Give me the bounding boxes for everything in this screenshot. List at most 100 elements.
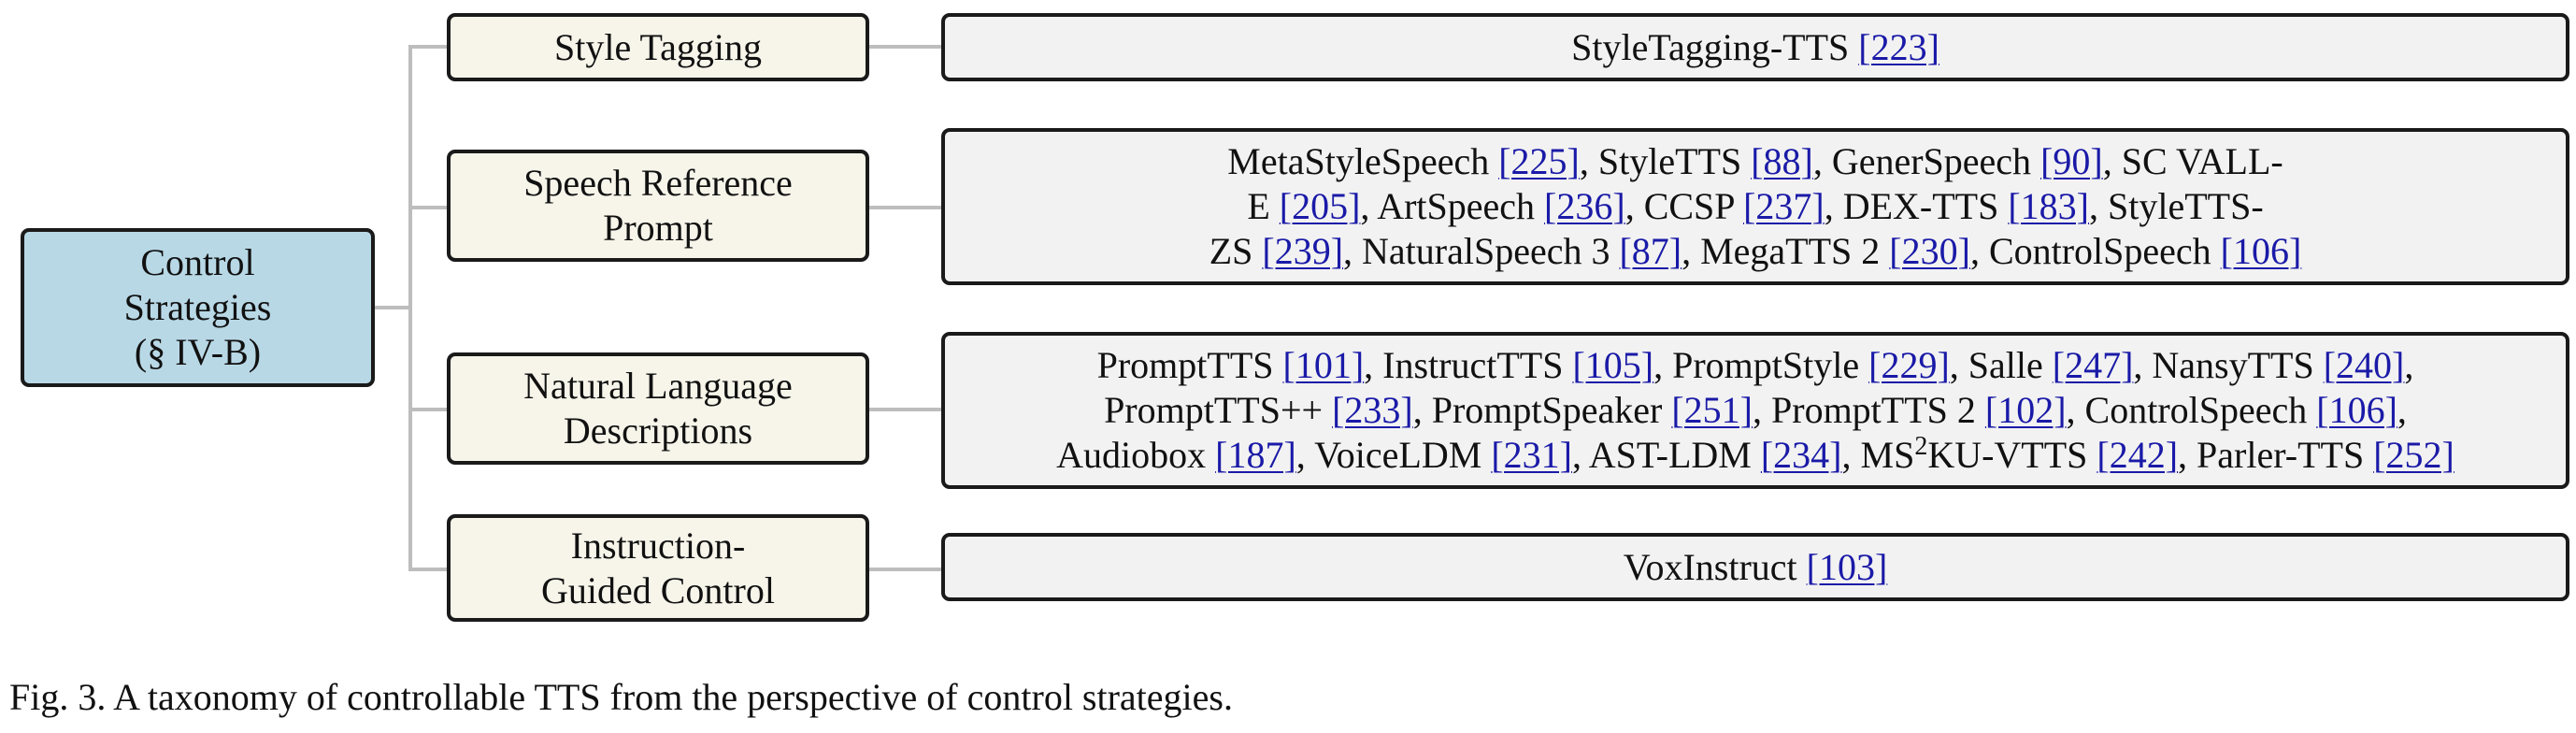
- method-name-text: , VoiceLDM: [1295, 434, 1492, 476]
- method-name-text: , Parler-TTS: [2178, 434, 2374, 476]
- citation-link[interactable]: [242]: [2097, 434, 2179, 476]
- trunk-line: [408, 45, 412, 570]
- method-name-text: , SC VALL-: [2102, 140, 2283, 182]
- method-name-text: , CCSP: [1624, 185, 1744, 227]
- root-label-line: (§ IV-B): [134, 331, 262, 373]
- citation-link[interactable]: [88]: [1751, 140, 1813, 182]
- method-name-text: , ControlSpeech: [1969, 230, 2221, 272]
- method-name-text: ZS: [1209, 230, 1263, 272]
- category-label: Speech Reference: [523, 162, 793, 204]
- category-label: Style Tagging: [553, 25, 762, 68]
- category-node-style-tagging: Style Tagging: [447, 13, 869, 81]
- citation-link[interactable]: [247]: [2052, 344, 2134, 386]
- figure-caption: Fig. 3. A taxonomy of controllable TTS f…: [9, 676, 1233, 718]
- method-name-text: ,: [2397, 389, 2407, 431]
- method-name-text: PromptTTS++: [1104, 389, 1333, 431]
- method-name-text: , StyleTTS: [1579, 140, 1752, 182]
- citation-link[interactable]: [233]: [1332, 389, 1413, 431]
- method-name-text: Audiobox: [1056, 434, 1216, 476]
- category-label: Natural Language: [523, 365, 793, 407]
- method-name-text: , NaturalSpeech 3: [1343, 230, 1620, 272]
- superscript: 2: [1914, 432, 1928, 461]
- leaf-node-natural-language-descriptions: PromptTTS [101], InstructTTS [105], Prom…: [941, 332, 2569, 489]
- citation-link[interactable]: [237]: [1743, 185, 1825, 227]
- leaf-text-line: StyleTagging-TTS [223]: [1571, 25, 1939, 70]
- branch-instruction-guided: [408, 568, 447, 571]
- citation-link[interactable]: [229]: [1868, 344, 1950, 386]
- citation-link[interactable]: [239]: [1262, 230, 1344, 272]
- citation-link[interactable]: [240]: [2323, 344, 2405, 386]
- leaf-text: VoxInstruct [103]: [1624, 545, 1888, 590]
- branch-speech-reference: [408, 206, 447, 209]
- citation-link[interactable]: [90]: [2040, 140, 2103, 182]
- root-label-line: Strategies: [123, 286, 272, 328]
- citation-link[interactable]: [251]: [1671, 389, 1753, 431]
- leaf-text-line: E [205], ArtSpeech [236], CCSP [237], DE…: [1209, 184, 2302, 229]
- method-name-text: , InstructTTS: [1364, 344, 1573, 386]
- citation-link[interactable]: [187]: [1215, 434, 1296, 476]
- citation-link[interactable]: [230]: [1889, 230, 1970, 272]
- method-name-text: , DEX-TTS: [1824, 185, 2009, 227]
- citation-link[interactable]: [106]: [2220, 230, 2302, 272]
- leaf-text-line: ZS [239], NaturalSpeech 3 [87], MegaTTS …: [1209, 229, 2302, 274]
- leaf-text: PromptTTS [101], InstructTTS [105], Prom…: [1056, 343, 2454, 478]
- category-node-speech-reference-prompt: Speech Reference Prompt: [447, 150, 869, 262]
- leaf-text-line: Audiobox [187], VoiceLDM [231], AST-LDM …: [1056, 433, 2454, 478]
- method-name-text: StyleTagging-TTS: [1571, 25, 1859, 68]
- citation-link[interactable]: [103]: [1806, 545, 1888, 588]
- citation-link[interactable]: [106]: [2316, 389, 2397, 431]
- link-style-tagging: [869, 45, 941, 49]
- category-label: Guided Control: [541, 568, 775, 611]
- method-name-text: , Salle: [1949, 344, 2053, 386]
- root-label-line: Control: [140, 241, 255, 283]
- category-label: Descriptions: [563, 410, 753, 452]
- citation-link[interactable]: [101]: [1282, 344, 1365, 386]
- method-name-text: , ArtSpeech: [1360, 185, 1545, 227]
- method-name-text: , ControlSpeech: [2066, 389, 2317, 431]
- method-name-text: , GenerSpeech: [1812, 140, 2041, 182]
- method-name-text: KU-VTTS: [1927, 434, 2097, 476]
- method-name-text: , PromptSpeaker: [1412, 389, 1672, 431]
- link-instruction-guided: [869, 568, 941, 571]
- category-label: Prompt: [603, 207, 713, 249]
- citation-link[interactable]: [105]: [1572, 344, 1654, 386]
- category-label: Instruction-: [570, 524, 746, 567]
- leaf-node-instruction-guided-control: VoxInstruct [103]: [941, 533, 2569, 601]
- citation-link[interactable]: [225]: [1498, 140, 1580, 182]
- branch-natural-language: [408, 408, 447, 411]
- citation-link[interactable]: [236]: [1544, 185, 1625, 227]
- leaf-text-line: MetaStyleSpeech [225], StyleTTS [88], Ge…: [1209, 139, 2302, 184]
- leaf-node-speech-reference-prompt: MetaStyleSpeech [225], StyleTTS [88], Ge…: [941, 128, 2569, 285]
- method-name-text: , PromptStyle: [1653, 344, 1869, 386]
- leaf-text-line: PromptTTS [101], InstructTTS [105], Prom…: [1056, 343, 2454, 388]
- citation-link[interactable]: [102]: [1984, 389, 2067, 431]
- citation-link[interactable]: [183]: [2008, 185, 2089, 227]
- method-name-text: ,: [2404, 344, 2414, 386]
- citation-link[interactable]: [231]: [1491, 434, 1572, 476]
- method-name-text: , PromptTTS 2: [1753, 389, 1985, 431]
- citation-link[interactable]: [252]: [2373, 434, 2454, 476]
- root-node-control-strategies: Control Strategies (§ IV-B): [21, 228, 375, 387]
- link-speech-reference: [869, 206, 941, 209]
- root-connector: [375, 306, 410, 309]
- citation-link[interactable]: [223]: [1858, 25, 1939, 68]
- method-name-text: , MegaTTS 2: [1682, 230, 1890, 272]
- leaf-text: StyleTagging-TTS [223]: [1571, 25, 1939, 70]
- method-name-text: , AST-LDM: [1571, 434, 1761, 476]
- method-name-text: , MS: [1841, 434, 1915, 476]
- leaf-text: MetaStyleSpeech [225], StyleTTS [88], Ge…: [1209, 139, 2302, 274]
- citation-link[interactable]: [87]: [1619, 230, 1682, 272]
- category-node-natural-language-descriptions: Natural Language Descriptions: [447, 352, 869, 465]
- leaf-text-line: PromptTTS++ [233], PromptSpeaker [251], …: [1056, 388, 2454, 433]
- method-name-text: , StyleTTS-: [2088, 185, 2264, 227]
- method-name-text: MetaStyleSpeech: [1227, 140, 1499, 182]
- leaf-text-line: VoxInstruct [103]: [1624, 545, 1888, 590]
- citation-link[interactable]: [205]: [1279, 185, 1361, 227]
- method-name-text: VoxInstruct: [1623, 545, 1807, 588]
- citation-link[interactable]: [234]: [1760, 434, 1842, 476]
- branch-style-tagging: [408, 45, 447, 49]
- leaf-node-style-tagging: StyleTagging-TTS [223]: [941, 13, 2569, 81]
- method-name-text: E: [1247, 185, 1280, 227]
- link-natural-language: [869, 408, 941, 411]
- method-name-text: , NansyTTS: [2133, 344, 2324, 386]
